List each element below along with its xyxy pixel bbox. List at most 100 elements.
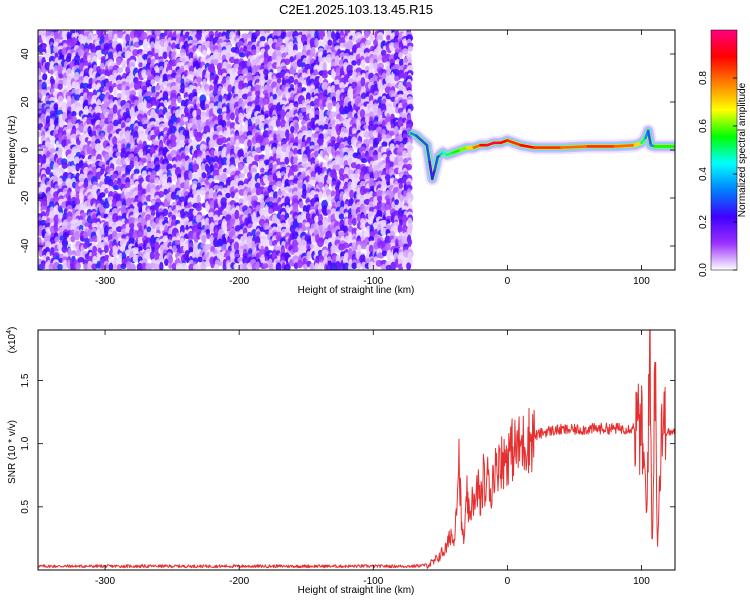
noise-cell: [94, 138, 101, 145]
noise-cell: [200, 162, 206, 172]
noise-cell: [69, 165, 77, 173]
noise-cell: [377, 133, 383, 142]
noise-cell: [140, 157, 148, 164]
noise-cell: [161, 174, 169, 184]
noise-cell: [298, 112, 303, 121]
noise-cell: [351, 217, 357, 226]
noise-cell: [327, 39, 333, 47]
noise-cell: [150, 79, 156, 86]
noise-cell: [372, 154, 379, 161]
noise-cell: [161, 158, 169, 166]
noise-cell: [53, 226, 59, 233]
noise-cell: [225, 192, 231, 199]
noise-cell: [284, 58, 291, 66]
noise-cell: [289, 56, 295, 63]
noise-cell: [234, 209, 240, 220]
noise-cell: [394, 75, 400, 82]
noise-cell: [326, 30, 332, 40]
noise-cell: [159, 225, 164, 232]
noise-cell: [57, 83, 63, 90]
noise-cell: [234, 195, 239, 202]
noise-cell: [243, 168, 248, 175]
noise-cell: [308, 179, 316, 186]
noise-cell: [70, 235, 76, 243]
noise-cell: [175, 77, 182, 84]
noise-cell: [121, 89, 127, 98]
noise-cell: [129, 228, 134, 237]
noise-cell: [238, 172, 246, 179]
noise-cell: [201, 171, 207, 179]
noise-cell: [78, 33, 85, 43]
noise-cell: [168, 263, 173, 269]
noise-cell: [191, 253, 199, 259]
noise-cell: [360, 223, 366, 230]
noise-cell: [125, 168, 131, 177]
noise-cell: [221, 136, 227, 144]
noise-cell: [227, 84, 233, 94]
noise-cell: [262, 137, 270, 146]
noise-cell: [49, 148, 56, 154]
noise-cell: [356, 58, 361, 66]
noise-cell: [122, 33, 127, 44]
noise-cell: [327, 102, 333, 111]
noise-cell: [153, 140, 161, 147]
noise-cell: [188, 138, 193, 144]
noise-cell: [91, 222, 98, 229]
noise-cell: [112, 250, 118, 257]
noise-cell: [192, 109, 198, 118]
noise-cell: [48, 200, 56, 209]
noise-cell: [260, 201, 265, 209]
noise-cell: [178, 140, 186, 147]
noise-cell: [162, 51, 168, 60]
noise-cell: [108, 94, 115, 101]
noise-cell: [204, 243, 211, 251]
noise-cell: [192, 45, 197, 52]
noise-cell: [290, 125, 295, 134]
noise-cell: [99, 192, 106, 198]
noise-cell: [63, 79, 68, 87]
noise-cell: [67, 121, 74, 131]
noise-cell: [189, 130, 195, 138]
noise-cell: [280, 44, 286, 52]
noise-cell: [138, 39, 144, 46]
noise-cell: [288, 75, 295, 84]
noise-cell: [142, 39, 148, 50]
noise-cell: [38, 131, 42, 138]
noise-cell: [233, 241, 240, 251]
noise-cell: [175, 262, 182, 270]
noise-cell: [154, 75, 161, 83]
noise-cell: [360, 62, 365, 69]
noise-cell: [66, 204, 73, 211]
noise-cell: [61, 162, 68, 169]
noise-cell: [86, 83, 93, 89]
noise-cell: [314, 38, 319, 48]
noise-cell: [260, 145, 266, 151]
noise-cell: [151, 85, 157, 95]
noise-cell: [129, 160, 135, 170]
noise-cell: [111, 224, 118, 234]
noise-cell: [92, 255, 98, 266]
noise-cell: [57, 263, 64, 270]
noise-cell: [116, 57, 122, 66]
noise-cell: [171, 115, 178, 125]
noise-cell: [317, 182, 324, 189]
noise-cell: [42, 73, 48, 81]
noise-cell: [67, 247, 72, 257]
noise-cell: [255, 30, 261, 37]
noise-cell: [97, 50, 102, 60]
noise-cell: [83, 182, 89, 189]
noise-cell: [71, 110, 77, 117]
noise-cell: [112, 184, 120, 191]
noise-cell: [175, 109, 182, 119]
noise-cell: [398, 182, 404, 190]
noise-cell: [230, 112, 235, 121]
noise-cell: [154, 177, 160, 185]
noise-cell: [316, 237, 325, 248]
noise-cell: [298, 201, 304, 209]
noise-cell: [40, 262, 47, 270]
noise-cell: [94, 142, 102, 153]
noise-cell: [117, 67, 124, 74]
noise-cell: [159, 261, 164, 270]
